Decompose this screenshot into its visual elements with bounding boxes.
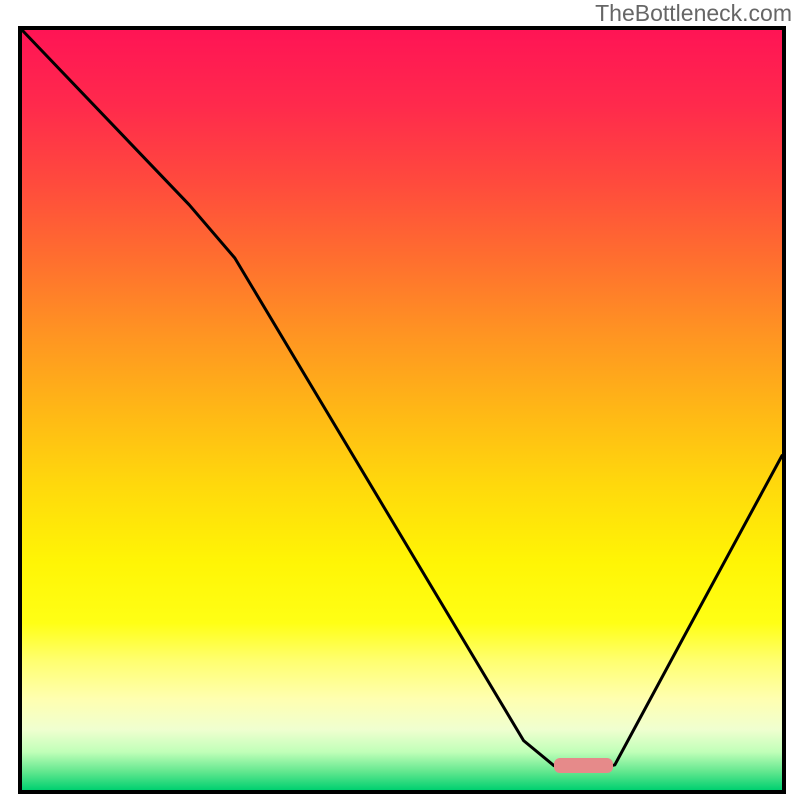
plot-frame bbox=[18, 26, 786, 794]
watermark-text: TheBottleneck.com bbox=[595, 0, 792, 27]
optimum-marker bbox=[554, 758, 613, 773]
